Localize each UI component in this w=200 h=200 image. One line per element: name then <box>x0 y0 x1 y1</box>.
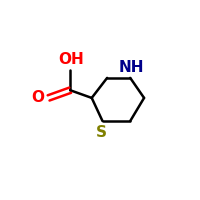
Text: NH: NH <box>118 60 144 75</box>
Text: S: S <box>96 125 107 140</box>
Text: O: O <box>32 90 45 105</box>
Text: OH: OH <box>58 52 84 67</box>
